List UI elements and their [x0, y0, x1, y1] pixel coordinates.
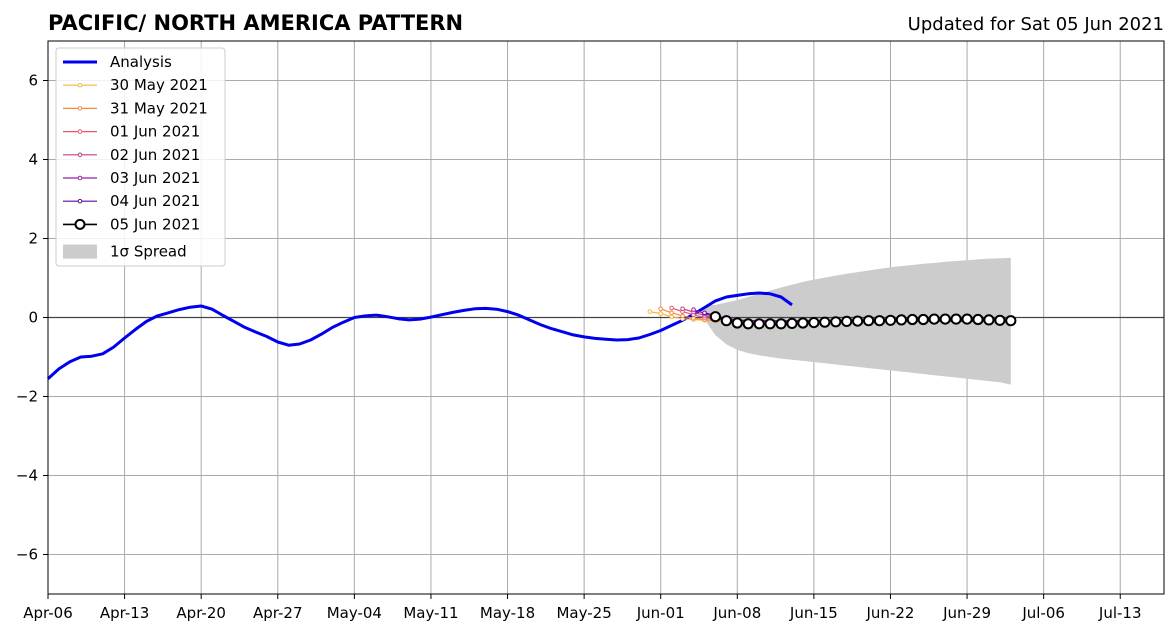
data-point [720, 315, 733, 327]
data-point [669, 305, 674, 311]
data-point [808, 317, 820, 329]
legend-entry-label: 02 Jun 2021 [110, 146, 200, 164]
data-point [731, 317, 743, 329]
data-point [658, 311, 664, 316]
data-point [983, 314, 995, 326]
data-point [994, 314, 1006, 326]
x-tick-label: May-04 [327, 604, 382, 622]
data-point [873, 315, 886, 327]
data-point [669, 310, 674, 316]
legend-marker [77, 82, 83, 88]
data-point [786, 317, 798, 329]
data-point [702, 310, 707, 316]
data-point [950, 313, 962, 325]
data-point [906, 313, 919, 326]
legend-entry-label: Analysis [110, 53, 172, 71]
y-tick-label: −4 [16, 467, 38, 485]
y-tick-label: 0 [28, 309, 38, 327]
data-point [961, 313, 973, 325]
x-tick-label: Apr-27 [253, 604, 303, 622]
series-line [46, 291, 793, 380]
legend-marker [77, 198, 83, 204]
data-point [742, 318, 754, 330]
data-point [863, 315, 875, 327]
data-point [753, 318, 765, 330]
plot-frame [47, 40, 1165, 595]
legend: Analysis 30 May 2021 31 May 2021 01 Jun 202… [55, 47, 226, 267]
x-tick-label: Apr-20 [176, 604, 226, 622]
legend-box [55, 47, 226, 267]
chart-title: PACIFIC/ NORTH AMERICA PATTERN [48, 11, 463, 35]
series-analysis [46, 291, 793, 380]
data-point [972, 313, 984, 326]
legend-entry-label: 03 Jun 2021 [110, 169, 200, 187]
data-point [680, 306, 685, 312]
data-point [884, 314, 897, 326]
x-tick-label: Apr-06 [23, 604, 73, 622]
legend-marker [74, 218, 86, 230]
x-tick-label: May-25 [556, 604, 611, 622]
axes: Apr-06 Apr-13 Apr-20 Apr-27 May-04 May-11 May-… [16, 40, 1165, 622]
data-point [775, 318, 787, 330]
data-point [819, 316, 831, 328]
data-point [658, 306, 664, 312]
x-tick-label: Jun-01 [636, 604, 685, 622]
x-tick-label: May-18 [480, 604, 535, 622]
legend-marker [77, 175, 83, 181]
y-tick-label: 2 [28, 230, 38, 248]
y-tick-label: −6 [16, 546, 38, 564]
data-point [797, 317, 809, 329]
legend-entry-label: 1σ Spread [110, 243, 187, 261]
x-tick-label: Jun-15 [789, 604, 838, 622]
legend-entry-label: 30 May 2021 [110, 76, 208, 94]
data-point [939, 313, 951, 325]
y-tick-label: 4 [28, 151, 38, 169]
y-tick-label: 6 [28, 72, 38, 90]
series-layer [46, 291, 1017, 380]
x-tick-label: Jun-22 [866, 604, 915, 622]
legend-marker [77, 106, 83, 111]
data-point [647, 309, 653, 314]
y-tick-label: −2 [16, 388, 38, 406]
legend-marker [77, 129, 83, 134]
legend-entry-label: 31 May 2021 [110, 99, 208, 117]
data-point [852, 315, 864, 327]
x-tick-label: May-11 [403, 604, 458, 622]
data-point [830, 316, 842, 328]
x-tick-label: Jun-08 [712, 604, 761, 622]
data-point [691, 316, 696, 321]
x-tick-label: Jul-06 [1021, 604, 1065, 622]
data-point [917, 313, 929, 326]
data-point [841, 315, 853, 327]
series-05-jun-2021 [709, 311, 1017, 330]
x-tick-label: Apr-13 [100, 604, 150, 622]
chart-subtitle: Updated for Sat 05 Jun 2021 [908, 14, 1164, 35]
x-tick-label: Jul-13 [1098, 604, 1142, 622]
legend-spread-swatch [63, 244, 97, 259]
data-point [928, 313, 940, 325]
legend-marker [77, 152, 83, 158]
data-point [680, 313, 685, 319]
legend-entry-label: 04 Jun 2021 [110, 192, 200, 210]
data-point [895, 314, 908, 326]
data-point [764, 318, 776, 330]
x-tick-label: Jun-29 [942, 604, 991, 622]
data-point [1005, 315, 1017, 327]
data-point [691, 307, 696, 312]
data-point [669, 314, 674, 320]
data-point [709, 311, 722, 323]
legend-entry-label: 05 Jun 2021 [110, 215, 200, 233]
legend-entry-label: 01 Jun 2021 [110, 123, 200, 141]
